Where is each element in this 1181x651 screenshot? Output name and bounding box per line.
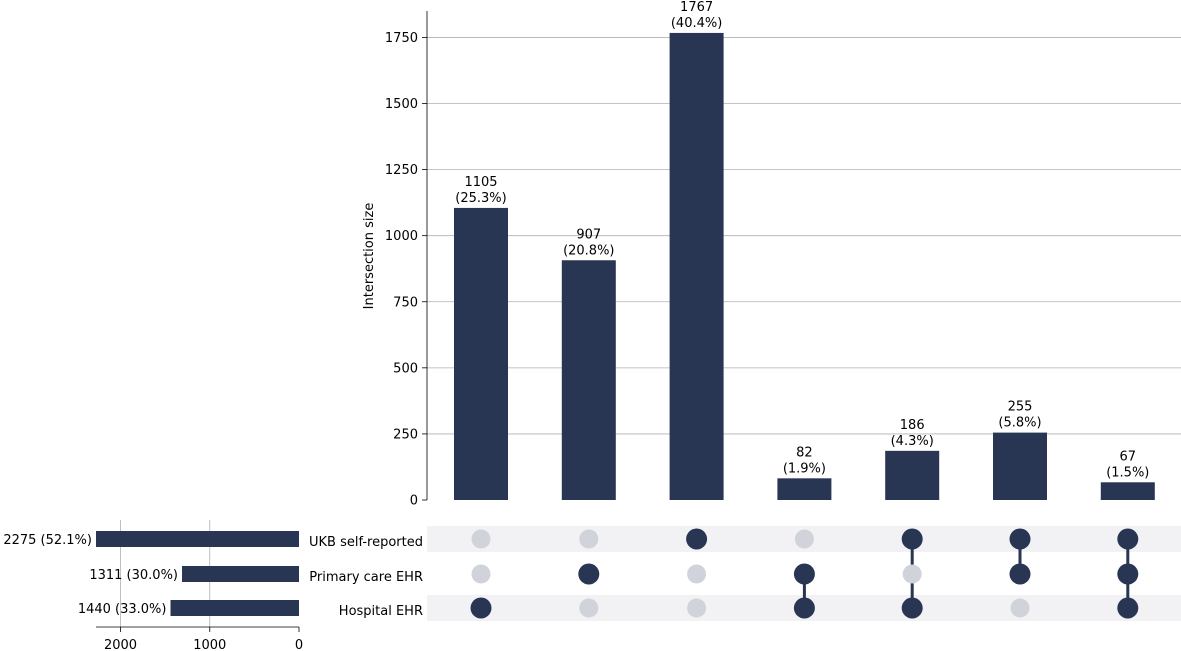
intersection-bar	[1100, 482, 1155, 500]
set-size-label: 2275 (52.1%)	[3, 533, 92, 548]
bar-percent-label: (1.9%)	[783, 461, 826, 476]
y-tick-label: 750	[393, 295, 418, 310]
bar-value-label: 1767	[680, 0, 713, 15]
matrix-dot-inactive	[687, 564, 707, 584]
matrix-dot-active	[793, 563, 815, 585]
bar-value-label: 82	[796, 445, 813, 460]
y-tick-label: 1000	[385, 229, 418, 244]
y-axis-label: Intersection size	[362, 203, 377, 310]
set-size-bar	[170, 600, 299, 616]
set-x-tick-label: 0	[295, 638, 303, 651]
y-tick-label: 0	[410, 494, 418, 509]
bar-percent-label: (1.5%)	[1106, 465, 1149, 480]
intersection-bar-labels: 1105(25.3%) 907(20.8%) 1767(40.4%) 82(1.9%)…	[455, 0, 1149, 480]
set-name-label: UKB self-reported	[309, 535, 423, 550]
matrix-dot-active	[1117, 597, 1139, 619]
set-x-tick-label: 2000	[104, 638, 137, 651]
set-name-label: Hospital EHR	[339, 604, 423, 619]
y-tick-label: 1250	[385, 163, 418, 178]
matrix-dot-active	[578, 563, 600, 585]
matrix-dot-active	[470, 597, 492, 619]
matrix-dot-inactive	[902, 564, 922, 584]
bar-value-label: 67	[1120, 449, 1137, 464]
matrix-dot-active	[1009, 528, 1031, 550]
y-tick-label: 1500	[385, 97, 418, 112]
matrix-dot-inactive	[687, 598, 707, 618]
matrix-dot-active	[1117, 563, 1139, 585]
matrix-dot-active	[1117, 528, 1139, 550]
matrix-dot-active	[793, 597, 815, 619]
set-name-label: Primary care EHR	[309, 570, 423, 585]
intersection-bar	[777, 478, 832, 500]
matrix-dot-inactive	[471, 529, 491, 549]
bar-percent-label: (4.3%)	[891, 434, 934, 449]
gridlines	[120, 37, 1181, 627]
bar-value-label: 255	[1008, 400, 1033, 415]
bar-percent-label: (5.8%)	[998, 416, 1041, 431]
y-tick-label: 1750	[385, 31, 418, 46]
y-tick-label: 500	[393, 361, 418, 376]
set-size-label: 1311 (30.0%)	[89, 568, 178, 583]
axes: 0 250 500 750 1000 1250 1500 1750 2000 1000 0	[96, 11, 428, 651]
set-size-bar	[96, 531, 299, 547]
set-size-bars	[96, 531, 299, 616]
bar-value-label: 907	[576, 227, 601, 242]
intersection-bar	[885, 450, 940, 500]
set-labels: 2275 (52.1%) UKB self-reported 1311 (30.0%…	[3, 533, 423, 619]
y-tick-label: 250	[393, 427, 418, 442]
bar-value-label: 186	[900, 418, 925, 433]
intersection-bar	[993, 432, 1047, 500]
matrix-dot-inactive	[471, 564, 491, 584]
matrix-dot-active	[901, 597, 923, 619]
matrix-dot-inactive	[794, 529, 814, 549]
set-x-tick-label: 1000	[193, 638, 226, 651]
matrix-dot-inactive	[1010, 598, 1030, 618]
set-size-label: 1440 (33.0%)	[78, 602, 167, 617]
matrix-dot-active	[686, 528, 708, 550]
bar-percent-label: (25.3%)	[455, 191, 506, 206]
bar-percent-label: (20.8%)	[563, 243, 614, 258]
matrix-dot-active	[901, 528, 923, 550]
matrix-dot-inactive	[579, 598, 599, 618]
set-size-bar	[182, 566, 299, 582]
matrix-dot-active	[1009, 563, 1031, 585]
intersection-bar	[454, 207, 508, 500]
intersection-bars	[454, 32, 1155, 501]
membership-matrix	[470, 528, 1139, 619]
intersection-bar	[669, 32, 724, 501]
intersection-bar	[561, 260, 616, 500]
bar-percent-label: (40.4%)	[671, 16, 722, 31]
bar-value-label: 1105	[464, 175, 497, 190]
matrix-dot-inactive	[579, 529, 599, 549]
